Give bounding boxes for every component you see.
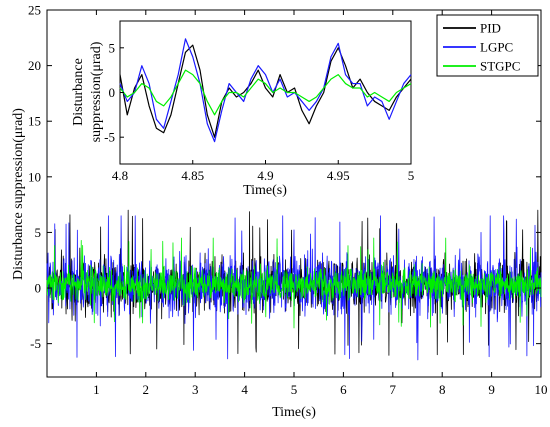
inset-y-axis-label-line1: Disturbance — [71, 58, 86, 126]
inset-x-tick-label: 5 — [408, 168, 415, 183]
legend-label-pid: PID — [480, 21, 501, 36]
main-series-group — [46, 209, 542, 361]
inset-y-tick-label: -5 — [104, 130, 115, 145]
inset-x-tick-label: 4.8 — [112, 168, 128, 183]
inset-x-axis-label: Time(s) — [243, 183, 287, 198]
inset-y-axis-label: Disturbance suppression(μrad) — [71, 41, 104, 142]
inset-series-group — [119, 38, 412, 143]
main-y-tick-label: 20 — [28, 58, 41, 73]
legend-label-lgpc: LGPC — [480, 40, 513, 55]
main-x-tick-label: 10 — [535, 382, 548, 397]
legend-label-stgpc: STGPC — [480, 59, 520, 74]
legend: PID LGPC STGPC — [436, 14, 539, 77]
main-x-tick-label: 5 — [291, 382, 298, 397]
main-y-tick-label: 0 — [35, 281, 42, 296]
inset-series-pid — [119, 44, 412, 138]
main-x-axis-label: Time(s) — [272, 405, 316, 420]
main-x-ticks: 1 2 3 4 5 6 7 8 9 10 — [93, 10, 548, 397]
main-x-tick-label: 9 — [488, 382, 495, 397]
inset-plot: 4.8 4.85 4.9 4.95 5 -5 0 5 Time(s) Disturbance… — [71, 20, 414, 198]
main-x-tick-label: 6 — [340, 382, 347, 397]
main-y-tick-label: 25 — [28, 3, 41, 18]
main-x-tick-label: 4 — [241, 382, 248, 397]
inset-y-axis-label-line2: suppression(μrad) — [89, 41, 104, 142]
main-y-tick-label: 15 — [28, 114, 41, 129]
main-x-tick-label: 2 — [143, 382, 150, 397]
inset-x-tick-label: 4.85 — [181, 168, 204, 183]
main-x-tick-label: 1 — [93, 382, 100, 397]
main-x-tick-label: 3 — [192, 382, 199, 397]
main-y-ticks: -5 0 5 10 15 20 25 — [28, 3, 541, 351]
inset-y-ticks: -5 0 5 — [104, 40, 124, 145]
main-y-tick-label: -5 — [30, 336, 41, 351]
inset-x-tick-label: 4.95 — [327, 168, 350, 183]
main-x-tick-label: 7 — [390, 382, 397, 397]
inset-x-tick-label: 4.9 — [257, 168, 273, 183]
inset-series-stgpc — [119, 69, 412, 116]
main-y-tick-label: 10 — [28, 169, 41, 184]
main-series-stgpc — [46, 237, 542, 329]
inset-y-tick-label: 5 — [109, 40, 116, 55]
main-y-axis-label: Disturbance suppression(μrad) — [11, 108, 26, 280]
main-x-tick-label: 8 — [439, 382, 446, 397]
inset-x-ticks: 4.8 4.85 4.9 4.95 5 — [112, 160, 414, 183]
main-y-tick-label: 5 — [35, 225, 42, 240]
inset-y-tick-label: 0 — [109, 85, 116, 100]
